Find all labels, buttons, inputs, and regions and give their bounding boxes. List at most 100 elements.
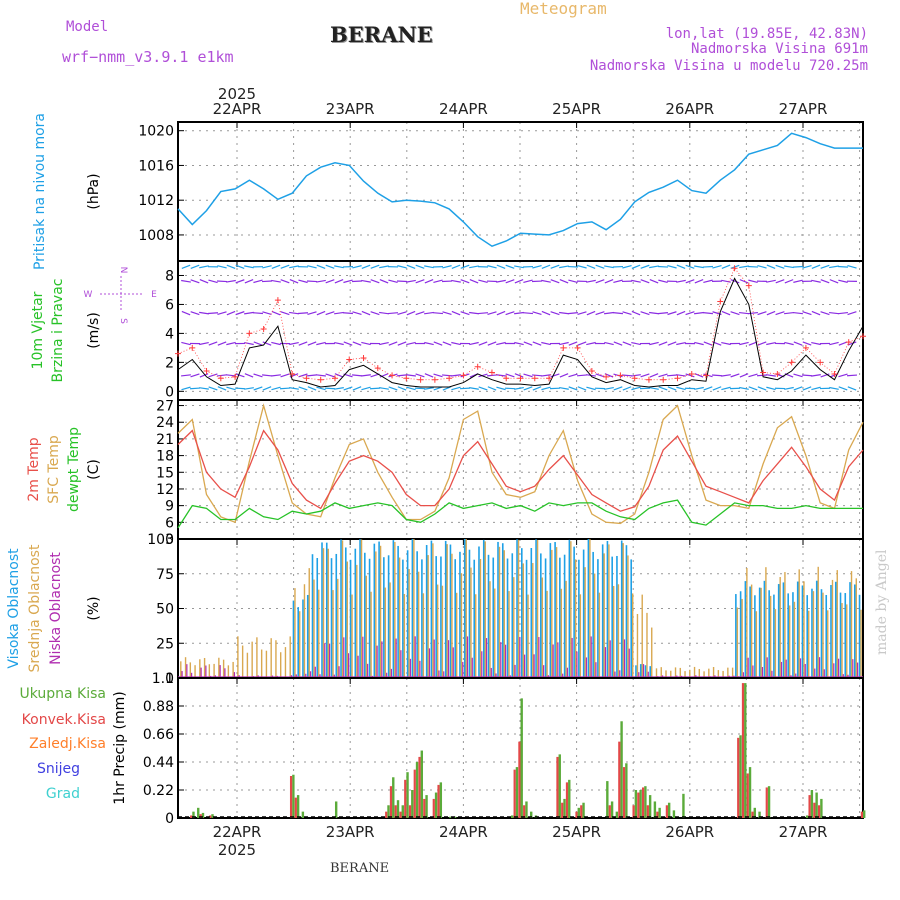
cloud-bar-low: [519, 636, 521, 678]
wind-barb: [478, 279, 488, 284]
cloud-bar-low: [833, 663, 835, 678]
wind-barb: [775, 279, 785, 284]
cloud-bar-high: [430, 540, 433, 678]
wind-barb: [271, 374, 281, 377]
wind-barb: [757, 311, 767, 316]
cloud-bar-mid: [598, 592, 601, 678]
cloud-bar-mid: [689, 669, 691, 678]
dewpt-line: [177, 499, 863, 529]
wind-barb: [514, 279, 524, 284]
precip-bar-convective: [418, 756, 421, 818]
cloud-bar-high: [825, 594, 828, 678]
elevation-label: Nadmorska Visina 691m: [690, 41, 868, 57]
wind-barb: [685, 373, 695, 378]
wind-barb: [577, 386, 587, 391]
cloud-bar-high: [630, 559, 633, 678]
cloud-bar-high: [316, 557, 319, 678]
wind-barb: [694, 311, 704, 315]
cloud-bar-mid: [727, 667, 729, 678]
wind-barb: [658, 279, 668, 284]
wind-barb: [775, 311, 785, 316]
cloud-bar-low: [814, 668, 816, 678]
wind-barb: [208, 279, 218, 284]
wind-barb: [343, 341, 353, 346]
wind-barb: [487, 341, 497, 346]
wind-barb: [829, 386, 839, 390]
wind-barb: [307, 374, 317, 377]
wind-barb: [325, 279, 335, 284]
wind-barb: [595, 373, 605, 378]
wind-barb: [784, 386, 794, 390]
precip-bar-total: [606, 781, 609, 818]
precip-bar-total: [658, 807, 661, 818]
wind-barb: [307, 386, 317, 391]
cloud-bar-high: [735, 594, 737, 678]
wind-barb: [361, 341, 371, 346]
wind-barb: [514, 373, 524, 378]
wind-barb: [730, 279, 740, 284]
wind-barb: [199, 265, 209, 269]
precip-bar-convective: [404, 779, 407, 818]
wind-barb: [370, 264, 380, 269]
cloud-bar-high: [525, 559, 528, 678]
cloud-bar-high: [535, 539, 537, 678]
precip-bar-total: [582, 802, 585, 818]
wind-barb: [748, 341, 758, 346]
sfc-temp-line: [177, 403, 864, 525]
compass-cross: [100, 276, 144, 312]
cloud-bar-high: [739, 591, 742, 678]
cloud-bar-high: [325, 542, 328, 678]
compass-n: N: [118, 267, 128, 274]
cloud-bar-low: [514, 664, 516, 678]
y-tick-label: 1020: [138, 124, 174, 140]
y-tick-label: 8: [165, 268, 174, 284]
wind-barb: [352, 386, 362, 391]
wind-barb: [406, 374, 416, 377]
wind-barb: [667, 341, 677, 346]
wind-barb: [801, 374, 813, 377]
cloud-bar-high: [340, 539, 342, 678]
wind-barb: [298, 386, 308, 391]
cloud-bar-low: [428, 648, 431, 678]
cloud-bar-mid: [693, 666, 696, 678]
cloud-bar-high: [597, 559, 599, 678]
precip-bar-convective: [665, 805, 668, 818]
cloud-bar-high: [444, 540, 447, 678]
cloud-bar-high: [383, 557, 385, 678]
cloud-bar-mid: [746, 568, 748, 678]
precip-bar-convective: [646, 805, 649, 818]
temp2m-line: [177, 429, 864, 512]
cloud-bar-high: [349, 559, 352, 678]
wind-barb: [181, 374, 191, 377]
wind-barb: [478, 312, 488, 315]
cloud-bar-mid: [498, 546, 501, 678]
cloud-bar-mid: [460, 573, 463, 678]
cloud-bar-mid: [184, 657, 187, 678]
cloud-bar-high: [454, 559, 457, 678]
wind-barb: [784, 279, 794, 284]
cloud-bar-mid: [289, 636, 291, 678]
cloud-bar-high: [311, 554, 314, 678]
cloud-bar-mid: [265, 650, 268, 678]
wind-barb: [261, 280, 273, 283]
cloud-bar-low: [785, 659, 787, 678]
wind-barb: [252, 312, 264, 315]
cloud-bar-mid: [327, 548, 329, 678]
precip-bar-convective: [399, 811, 402, 818]
wind-barb: [487, 265, 497, 269]
precip-bar-convective: [751, 811, 754, 818]
wind-barb: [802, 386, 812, 391]
wind-barb: [190, 264, 200, 269]
wind-barb: [676, 264, 686, 270]
wind-speed-line: [177, 277, 864, 388]
cloud-bar-mid: [436, 584, 439, 678]
cloud-bar-high: [292, 600, 295, 678]
cloud-bar-high: [844, 593, 847, 678]
panel-temperature-unit: (C): [86, 459, 102, 480]
cloud-bar-high: [601, 544, 604, 678]
wind-barb: [676, 374, 686, 377]
wind-barb: [199, 279, 209, 284]
cloud-bar-high: [378, 541, 380, 678]
top-day-label: 26APR: [665, 100, 714, 118]
cloud-bar-mid: [855, 578, 857, 678]
